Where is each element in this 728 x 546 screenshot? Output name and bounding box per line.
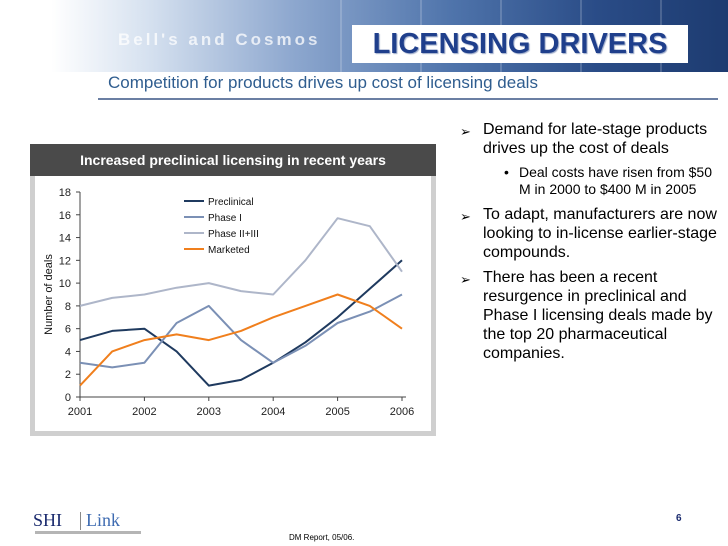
bullet-list: ➢ Demand for late-stage products drives … <box>458 120 724 369</box>
sub-bullet-item: • Deal costs have risen from $50 M in 20… <box>458 164 724 198</box>
page-number: 6 <box>676 513 682 524</box>
legend-box <box>180 186 276 256</box>
bullet-item: ➢ Demand for late-stage products drives … <box>458 120 724 158</box>
y-tick-label: 18 <box>59 187 71 199</box>
chart-title: Increased preclinical licensing in recen… <box>30 144 436 176</box>
logo-divider <box>80 512 81 530</box>
sub-bullet-text: Deal costs have risen from $50 M in 2000… <box>519 164 712 197</box>
series-line-marketed <box>79 293 403 387</box>
y-tick-label: 8 <box>65 301 71 313</box>
y-tick-label: 4 <box>65 346 71 358</box>
dot-bullet-icon: • <box>504 164 509 180</box>
line-chart: 0 2 4 6 8 10 12 14 16 18 2001 2002 2003 2004 2005 2006 N… <box>43 186 414 418</box>
legend-label: Phase I <box>208 213 242 224</box>
series-line-preclinical <box>79 259 403 387</box>
bullet-item: ➢ There has been a recent resurgence in … <box>458 268 724 363</box>
slide-subtitle: Competition for products drives up cost … <box>108 73 538 92</box>
arrow-bullet-icon: ➢ <box>460 209 471 224</box>
arrow-bullet-icon: ➢ <box>460 124 471 139</box>
x-tick-label: 2005 <box>325 406 349 418</box>
y-axis-label: Number of deals <box>43 254 55 335</box>
arrow-bullet-icon: ➢ <box>460 272 471 287</box>
bullet-text: To adapt, manufacturers are now looking … <box>483 206 717 261</box>
bullet-text: There has been a recent resurgence in pr… <box>483 269 713 362</box>
y-tick-label: 0 <box>65 392 71 404</box>
x-tick-label: 2004 <box>261 406 285 418</box>
logo-link-text: Link <box>86 510 120 530</box>
bullet-item: ➢ To adapt, manufacturers are now lookin… <box>458 205 724 262</box>
x-tick-label: 2002 <box>132 406 156 418</box>
slide-title: LICENSING DRIVERS <box>352 25 688 63</box>
x-tick-label: 2006 <box>390 406 414 418</box>
legend-label: Preclinical <box>208 197 254 208</box>
legend-label: Marketed <box>208 245 250 256</box>
footer-source: DM Report, 05/06. <box>289 533 355 542</box>
y-tick-label: 14 <box>59 233 71 245</box>
banner-stripe <box>340 0 342 72</box>
series-line-phase-ii-iii <box>79 217 403 307</box>
logo-shi-text: SHI <box>33 510 63 530</box>
subtitle-rule <box>98 98 718 100</box>
chart-panel: Increased preclinical licensing in recen… <box>30 144 436 436</box>
banner-ghost-text: Bell's and Cosmos <box>118 30 321 49</box>
y-tick-label: 10 <box>59 278 71 290</box>
logo-tagline <box>35 531 141 534</box>
chart-area: 0 2 4 6 8 10 12 14 16 18 2001 2002 2003 2004 2005 2006 N… <box>35 176 431 431</box>
x-tick-label: 2003 <box>197 406 221 418</box>
y-tick-label: 12 <box>59 255 71 267</box>
series-line-phase-i <box>79 293 403 369</box>
company-logo: SHI Link <box>33 510 143 540</box>
y-tick-label: 2 <box>65 369 71 381</box>
y-tick-label: 6 <box>65 324 71 336</box>
bullet-text: Demand for late-stage products drives up… <box>483 121 708 157</box>
legend-label: Phase II+III <box>208 229 259 240</box>
y-tick-label: 16 <box>59 210 71 222</box>
x-tick-label: 2001 <box>68 406 92 418</box>
